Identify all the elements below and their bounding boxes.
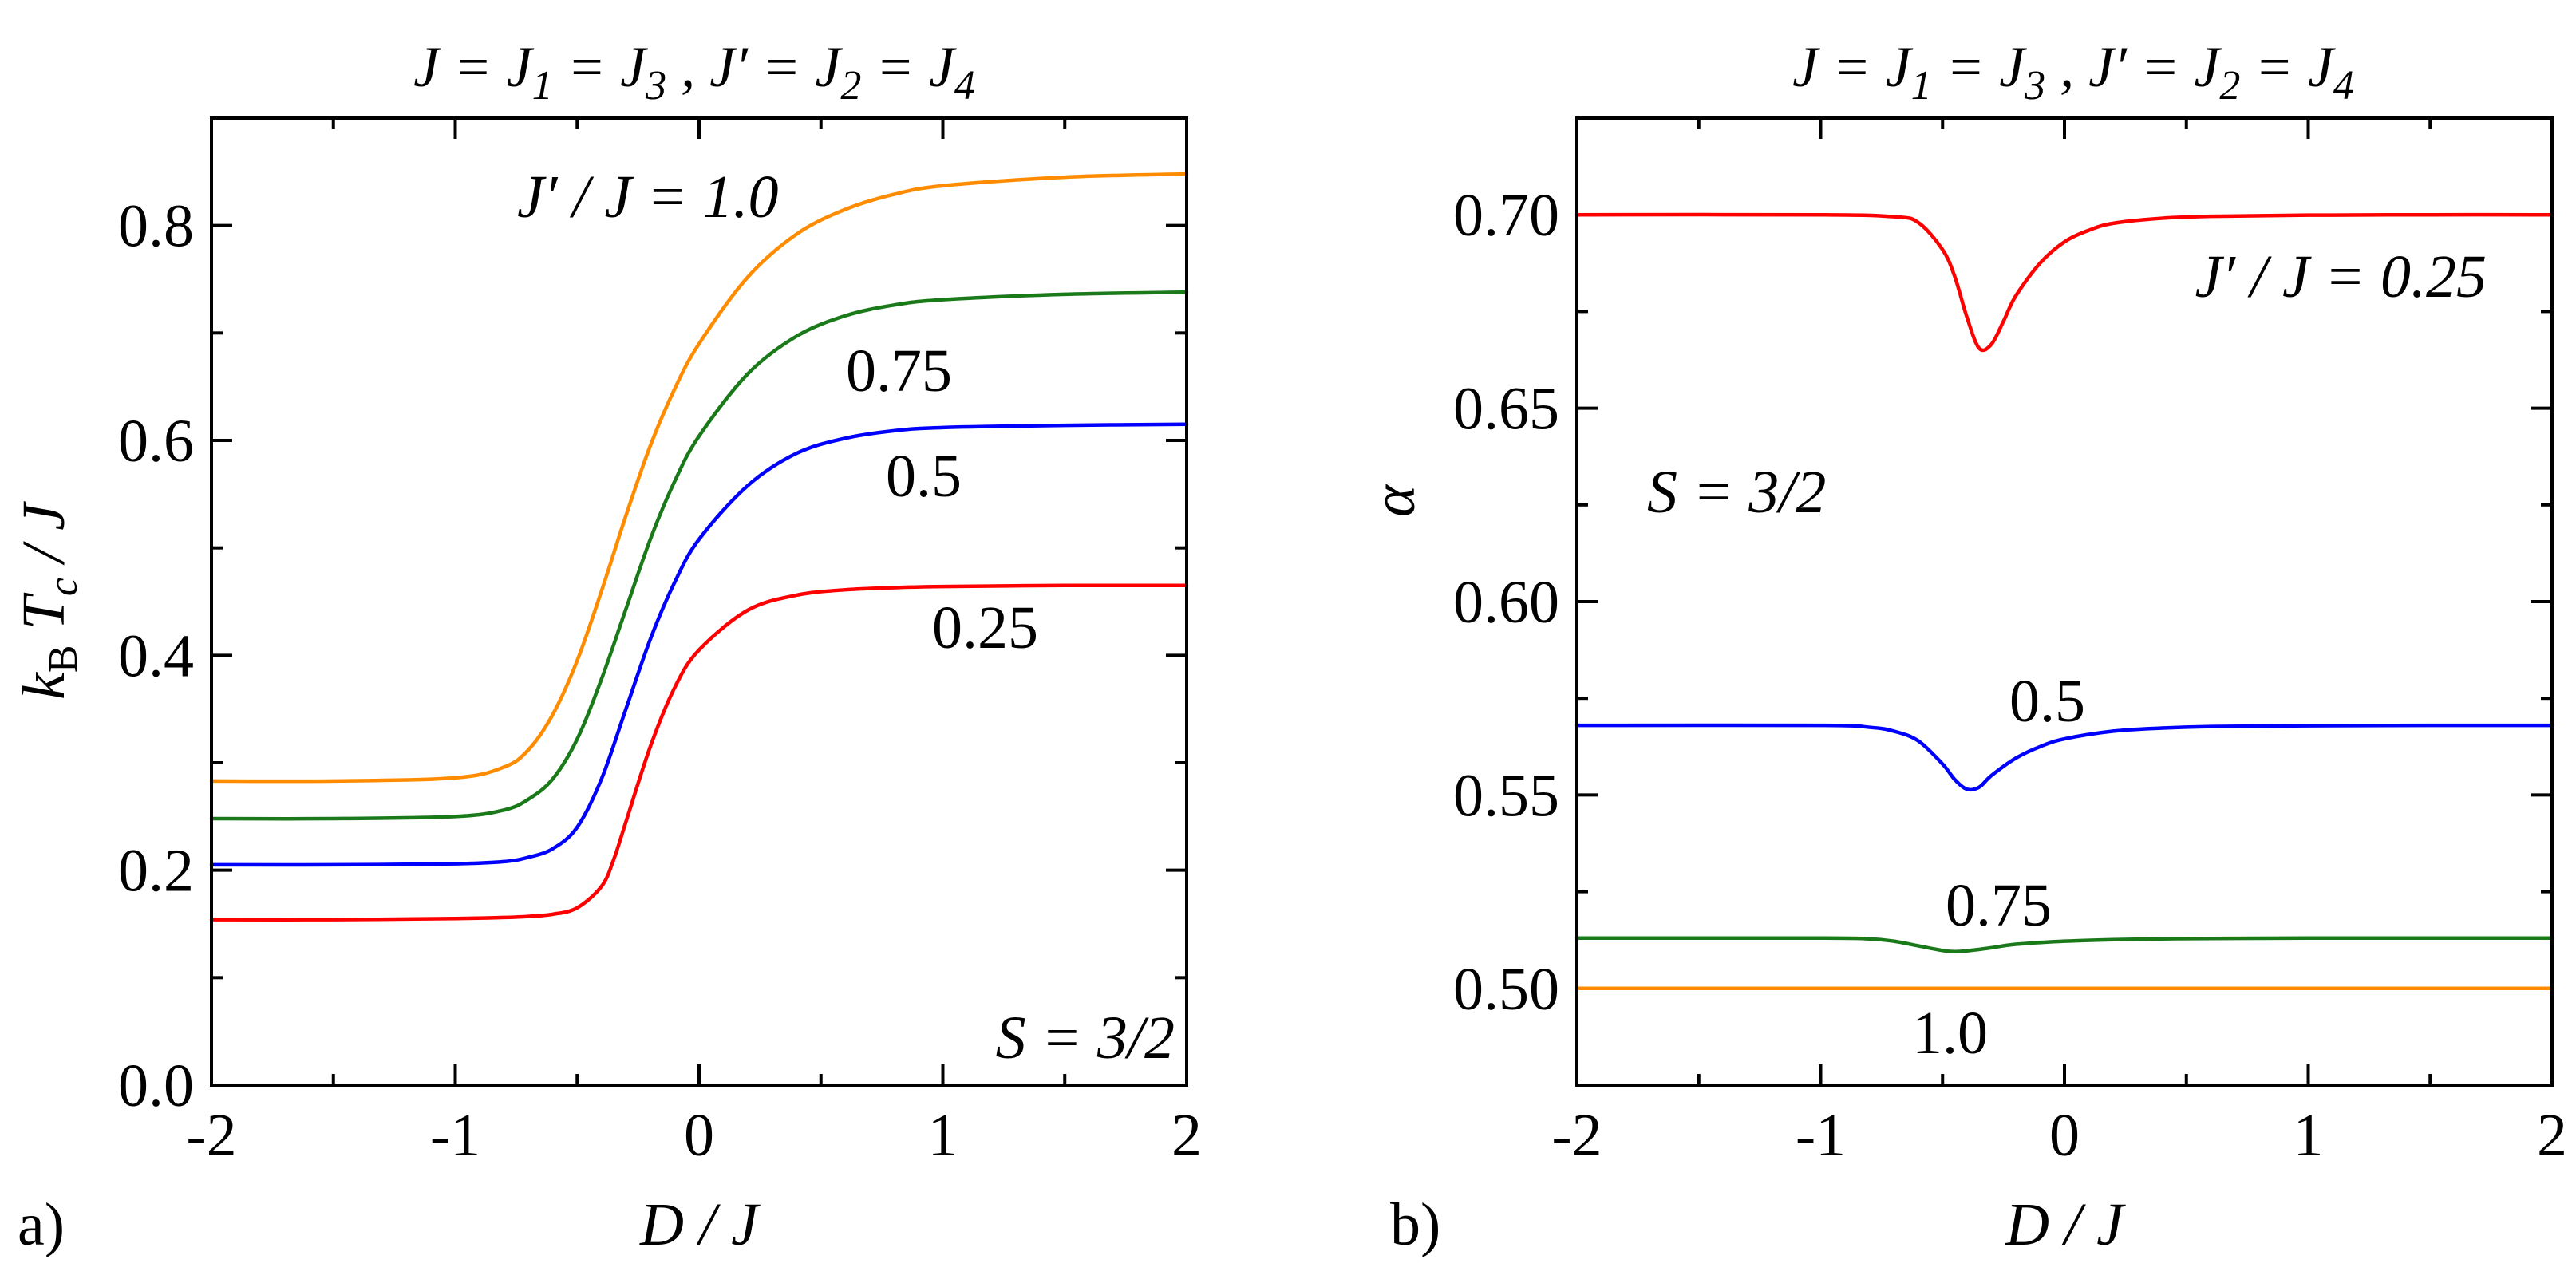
panel-a-x-tick-labels: -2 -1 0 1 2 [186, 1102, 1202, 1169]
a-x-tick-label: 1 [928, 1102, 958, 1169]
b-y-tick-label: 0.70 [1453, 182, 1559, 249]
panel-a-label-series-2: 0.75 [846, 337, 952, 405]
panel-b-x-axis-label: D / J [2005, 1191, 2126, 1258]
panel-a-y-axis-label: kB Tc / J [10, 501, 86, 700]
a-y-tick-label: 0.6 [118, 408, 194, 475]
a-series-line-3 [209, 422, 1189, 867]
panel-a-frame [210, 116, 1188, 1087]
panel-a-title: J = J1 = J3 , J′ = J2 = J4 [413, 35, 975, 109]
a-y-tick-label: 0.2 [118, 838, 194, 905]
panel-b-title: J = J1 = J3 , J′ = J2 = J4 [1792, 35, 2354, 109]
b-y-tick-label: 0.55 [1453, 762, 1559, 829]
panel-b-curves [1574, 212, 2554, 991]
panel-a-ticks [210, 116, 1188, 1087]
panel-b-label: b) [1390, 1191, 1440, 1258]
a-y-tick-label: 0.8 [118, 193, 194, 260]
a-y-tick-label: 0.0 [118, 1052, 194, 1119]
panel-a-label-series-1: J′ / J = 1.0 [517, 164, 779, 231]
a-series-line-4 [209, 583, 1189, 922]
panel-a-label-series-3: 0.5 [886, 443, 962, 510]
panel-b: J = J1 = J3 , J′ = J2 = J4 -2 -1 0 1 2 0.500… [1361, 35, 2567, 1258]
a-x-tick-label: -2 [186, 1102, 236, 1169]
b-series-line-3 [1574, 936, 2554, 954]
panel-b-label-series-4: 1.0 [1912, 1000, 1988, 1067]
a-x-tick-label: 2 [1171, 1102, 1202, 1169]
panel-b-y-axis-label: α [1361, 484, 1428, 517]
panel-b-y-tick-labels: 0.50 0.55 0.60 0.65 0.70 [1453, 182, 1559, 1023]
b-x-tick-label: 2 [2537, 1102, 2567, 1169]
b-x-tick-label: -2 [1551, 1102, 1602, 1169]
a-y-tick-label: 0.4 [118, 622, 194, 689]
b-series-line-2 [1574, 723, 2554, 792]
b-y-tick-label: 0.50 [1453, 956, 1559, 1023]
panel-b-label-series-2: 0.5 [2009, 668, 2085, 735]
panel-a-label-series-4: 0.25 [932, 594, 1038, 661]
panel-b-x-tick-labels: -2 -1 0 1 2 [1551, 1102, 2567, 1169]
panel-b-annotation-spin: S = 3/2 [1647, 459, 1826, 526]
panel-a-y-tick-labels: 0.0 0.2 0.4 0.6 0.8 [118, 193, 194, 1119]
a-series-line-1 [209, 172, 1189, 784]
a-series-line-2 [209, 290, 1189, 821]
b-y-tick-label: 0.60 [1453, 569, 1559, 636]
a-x-tick-label: 0 [684, 1102, 714, 1169]
panel-b-label-series-3: 0.75 [1946, 872, 2052, 939]
panel-a-curves [209, 172, 1189, 922]
panel-b-frame [1575, 116, 2554, 1087]
panel-b-label-series-1: J′ / J = 0.25 [2195, 243, 2487, 310]
panel-a-x-axis-label: D / J [639, 1191, 761, 1258]
panel-a: J = J1 = J3 , J′ = J2 = J4 -2 -1 0 1 2 0.00.… [10, 35, 1202, 1258]
panel-a-label: a) [18, 1191, 65, 1258]
a-x-tick-label: -1 [430, 1102, 480, 1169]
b-x-tick-label: 0 [2049, 1102, 2080, 1169]
b-y-tick-label: 0.65 [1453, 376, 1559, 443]
b-x-tick-label: 1 [2294, 1102, 2324, 1169]
panel-a-annotation-spin: S = 3/2 [996, 1005, 1175, 1072]
b-series-line-1 [1574, 212, 2554, 353]
b-x-tick-label: -1 [1796, 1102, 1846, 1169]
